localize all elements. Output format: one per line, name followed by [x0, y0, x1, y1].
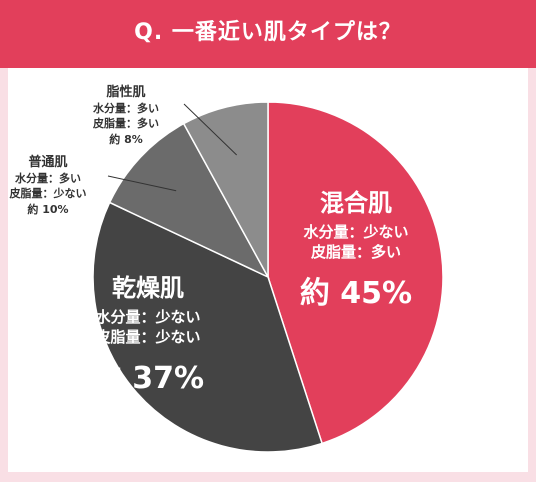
pie-slice-4: [182, 101, 269, 278]
slice-detail-2-b: 皮脂量：少ない: [95, 328, 200, 346]
slice-label-1: 混合肌: [320, 189, 392, 217]
callout-detail-4-a: 水分量：多い: [93, 101, 159, 115]
pie-slice-2: [92, 201, 324, 453]
chart-title: Q. 一番近い肌タイプは？: [134, 20, 402, 45]
callout-detail-3-a: 水分量：多い: [15, 171, 81, 185]
callout-value-4: 約 8%: [109, 132, 143, 146]
callout-label-3: 普通肌: [28, 154, 67, 170]
leader-line-4: [183, 103, 238, 156]
header-banner: Q. 一番近い肌タイプは？: [0, 0, 536, 68]
slice-value-1: 約 45%: [300, 276, 412, 311]
leader-line-3: [107, 175, 177, 192]
chart-card: 混合肌 水分量：少ない 皮脂量：多い約 45% 乾燥肌 水分量：少ない 皮脂量：少ない約 …: [8, 68, 528, 472]
slice-value-2: 約 37%: [92, 361, 204, 396]
slice-label-2: 乾燥肌: [112, 274, 184, 302]
callout-value-3: 約 10%: [27, 202, 68, 216]
slice-detail-1-b: 皮脂量：多い: [311, 243, 401, 261]
callout-label-4: 脂性肌: [105, 84, 145, 100]
pie-slice-3: [108, 122, 270, 279]
pie-slice-1: [267, 101, 444, 445]
callout-detail-3-b: 皮脂量：少ない: [9, 186, 87, 200]
slice-detail-2-a: 水分量：少ない: [95, 308, 200, 326]
callout-detail-4-b: 皮脂量：多い: [92, 116, 159, 130]
slice-detail-1-a: 水分量：少ない: [303, 223, 408, 241]
